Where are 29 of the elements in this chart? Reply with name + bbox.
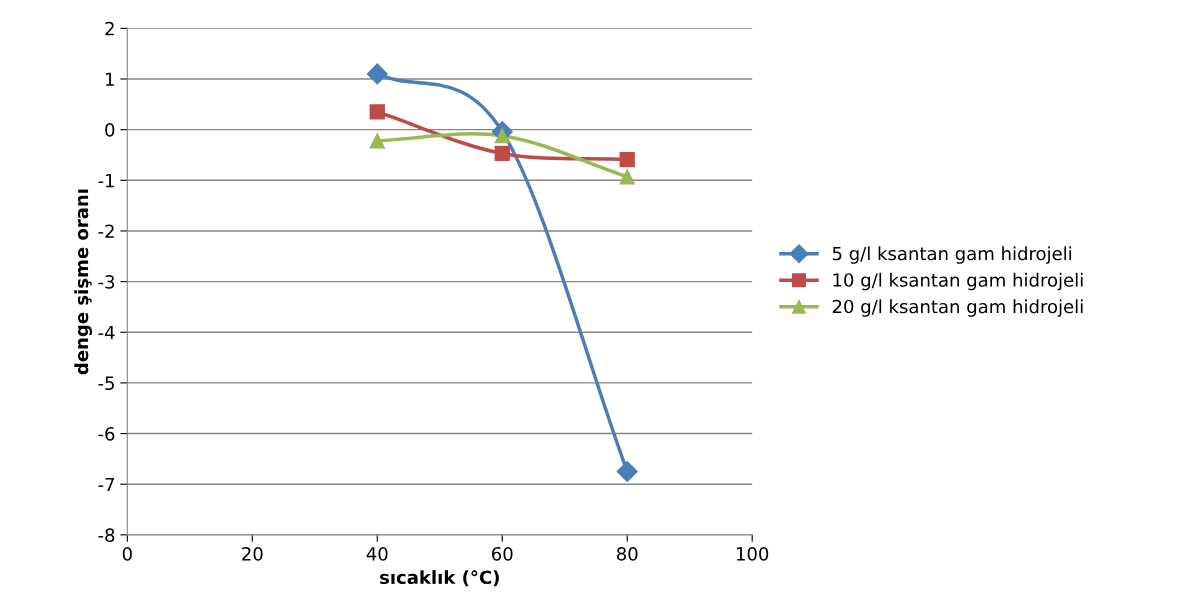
- point: [619, 169, 635, 185]
- x-tick-label: 40: [366, 546, 388, 561]
- y-tick-label: -5: [98, 376, 114, 391]
- y-tick-label: -4: [98, 325, 115, 340]
- x-tick-label: 60: [492, 546, 513, 561]
- x-tick-label: 20: [242, 546, 263, 561]
- x-tick-label: 100: [736, 546, 769, 561]
- x-tick-label: 0: [122, 546, 132, 561]
- point: [616, 461, 638, 483]
- y-tick-label: -7: [98, 477, 114, 492]
- point: [369, 104, 385, 120]
- y-tick-label: -6: [98, 427, 115, 441]
- y-tick-label: 1: [106, 72, 114, 86]
- y-tick-label: 2: [105, 21, 114, 36]
- legend-label: 5 g/l ksantan gam hidrojeli: [832, 246, 1072, 264]
- legend-label: 20 g/l ksantan gam hidrojeli: [832, 299, 1083, 317]
- y-tick-label: -3: [98, 275, 115, 289]
- point: [494, 145, 510, 162]
- y-axis-title: denge şişme oranı: [74, 189, 92, 375]
- point: [619, 151, 635, 168]
- x-tick-label: 80: [616, 546, 638, 561]
- y-tick-label: -1: [98, 173, 114, 188]
- point: [369, 133, 385, 149]
- x-axis-title: sıcaklık (°C): [380, 570, 499, 587]
- point: [366, 63, 388, 85]
- legend-label: 10 g/l ksantan gam hidrojeli: [833, 272, 1083, 291]
- y-tick-label: 0: [105, 123, 115, 137]
- y-tick-label: -8: [98, 528, 115, 542]
- y-tick-label: -2: [98, 224, 114, 238]
